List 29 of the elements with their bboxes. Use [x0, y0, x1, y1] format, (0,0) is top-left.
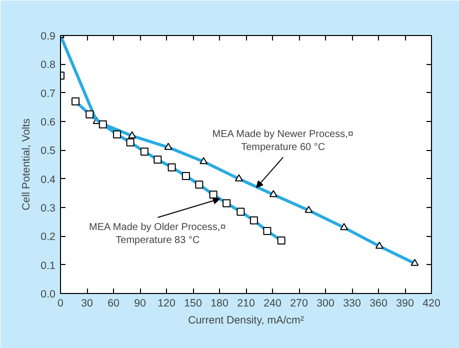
y-tick-label: 0.4	[40, 174, 56, 186]
x-axis-title: Current Density, mA/cm²	[188, 314, 304, 326]
y-tick-label: 0.2	[40, 231, 56, 244]
x-tick-label: 210	[237, 298, 255, 310]
x-tick-label: 180	[210, 298, 228, 310]
y-tick-label: 0.7	[40, 88, 56, 100]
x-tick-label: 420	[422, 298, 440, 310]
x-tick-label: 150	[184, 298, 202, 310]
y-axis-title: Cell Potential, Volts	[20, 118, 33, 210]
x-tick-label: 90	[134, 298, 146, 310]
x-tick-label: 330	[343, 298, 361, 310]
annotation: MEA Made by Newer Process,¤ Temperature 60 °C	[212, 128, 354, 154]
y-tick-label: 0.0	[40, 288, 56, 300]
x-tick-label: 120	[158, 298, 176, 310]
x-tick-label: 240	[264, 298, 282, 310]
x-tick-label: 30	[81, 298, 93, 310]
annotation: MEA Made by Older Process,¤ Temperature 83 °C	[89, 222, 226, 246]
x-tick-label: 360	[370, 298, 388, 310]
y-tick-label: 0.3	[40, 202, 56, 214]
x-tick-label: 60	[108, 298, 120, 310]
x-tick-label: 0	[58, 298, 64, 310]
y-tick-label: 0.1	[40, 260, 56, 272]
y-tick-label: 0.6	[40, 116, 56, 128]
x-tick-label: 270	[290, 298, 308, 310]
y-tick-label: 0.8	[40, 59, 56, 72]
x-tick-label: 300	[316, 298, 334, 310]
y-tick-label: 0.9	[40, 30, 56, 42]
y-tick-label: 0.5	[40, 145, 56, 158]
x-tick-label: 390	[396, 298, 414, 310]
